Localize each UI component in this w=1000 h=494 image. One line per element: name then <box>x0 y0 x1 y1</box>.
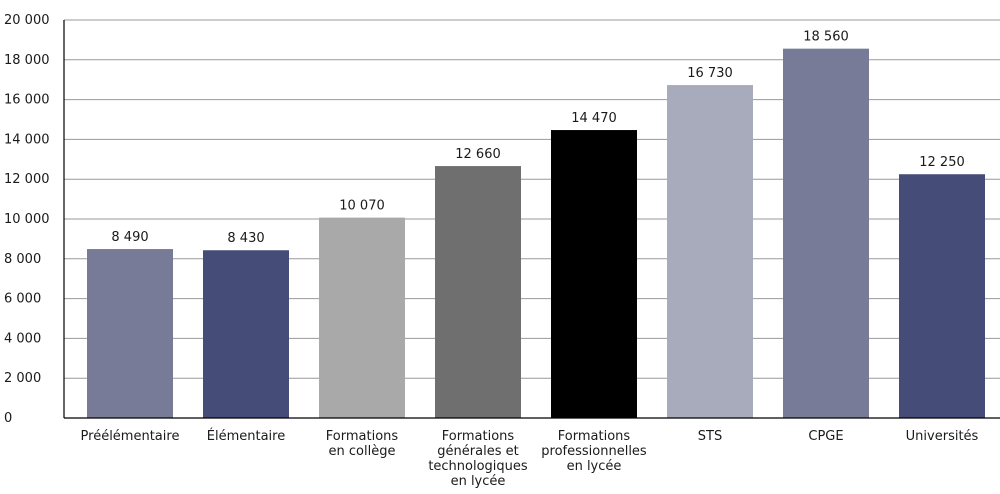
data-label: 10 070 <box>339 199 385 214</box>
y-tick-label: 4 000 <box>4 331 41 346</box>
bars <box>87 48 985 418</box>
y-tick-label: 2 000 <box>4 371 41 386</box>
bar <box>667 85 753 418</box>
y-tick-label: 14 000 <box>4 132 50 147</box>
x-category-label-line: Élémentaire <box>207 428 285 444</box>
bar <box>551 130 637 418</box>
x-category-label-line: en collège <box>329 444 396 459</box>
x-category-label: STS <box>698 429 722 444</box>
y-tick-label: 18 000 <box>4 53 50 68</box>
x-axis-category-labels: Préélémentaire Élémentaire Formations en co… <box>81 428 979 489</box>
bar <box>203 250 289 418</box>
data-labels: 8 490 8 430 10 070 12 660 14 470 16 730 18 560… <box>111 30 964 247</box>
x-category-label-line: en lycée <box>567 459 622 474</box>
data-label: 12 250 <box>919 155 965 170</box>
x-category-label: Formations en collège <box>326 429 399 459</box>
data-label: 18 560 <box>803 30 849 45</box>
x-category-label-line: CPGE <box>808 429 843 444</box>
axes <box>63 20 1000 419</box>
x-category-label-line: Formations <box>558 429 631 444</box>
x-category-label: Préélémentaire <box>81 429 180 444</box>
data-label: 12 660 <box>455 147 501 162</box>
x-category-label-line: Formations <box>326 429 399 444</box>
data-label: 8 490 <box>111 230 148 245</box>
x-category-label: Universités <box>906 429 979 444</box>
data-label: 16 730 <box>687 66 733 81</box>
x-category-label-line: Préélémentaire <box>81 429 180 444</box>
x-category-label: Formations générales et technologiques en l… <box>428 429 528 489</box>
x-category-label: Élémentaire <box>207 428 285 444</box>
bar <box>435 166 521 418</box>
x-category-label: CPGE <box>808 429 843 444</box>
y-tick-label: 20 000 <box>4 13 50 28</box>
bar <box>319 217 405 418</box>
y-axis-tick-labels: 0 2 000 4 000 6 000 8 000 10 000 12 000 14 000 1… <box>4 13 50 426</box>
y-tick-label: 0 <box>4 411 12 426</box>
y-tick-label: 8 000 <box>4 252 41 267</box>
x-category-label-line: Universités <box>906 429 979 444</box>
y-tick-label: 12 000 <box>4 172 50 187</box>
data-label: 14 470 <box>571 111 617 126</box>
data-label: 8 430 <box>227 231 264 246</box>
x-category-label-line: Formations <box>442 429 515 444</box>
x-category-label-line: professionnelles <box>541 444 647 459</box>
bar <box>899 174 985 418</box>
y-tick-label: 16 000 <box>4 93 50 108</box>
x-category-label-line: en lycée <box>451 474 506 489</box>
y-tick-label: 6 000 <box>4 292 41 307</box>
bar <box>783 48 869 418</box>
x-category-label-line: technologiques <box>428 459 528 474</box>
y-tick-label: 10 000 <box>4 212 50 227</box>
x-category-label-line: générales et <box>437 444 518 459</box>
x-category-label-line: STS <box>698 429 722 444</box>
bar <box>87 249 173 418</box>
x-category-label: Formations professionnelles en lycée <box>541 429 647 474</box>
